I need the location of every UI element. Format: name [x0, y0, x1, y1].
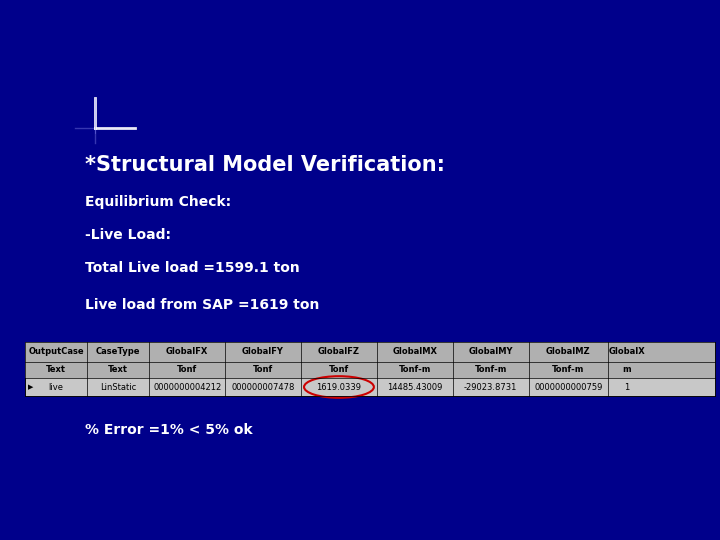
Text: 0000000004212: 0000000004212 [153, 382, 221, 392]
Text: *Structural Model Verification:: *Structural Model Verification: [85, 155, 445, 175]
Text: Tonf: Tonf [329, 366, 349, 375]
Text: -Live Load:: -Live Load: [85, 228, 171, 242]
Text: Live load from SAP =1619 ton: Live load from SAP =1619 ton [85, 298, 320, 312]
Text: ▶: ▶ [28, 384, 34, 390]
Text: Tonf-m: Tonf-m [399, 366, 431, 375]
Text: GlobalFY: GlobalFY [242, 348, 284, 356]
Text: 000000007478: 000000007478 [231, 382, 294, 392]
Text: Text: Text [108, 366, 128, 375]
Text: % Error =1% < 5% ok: % Error =1% < 5% ok [85, 423, 253, 437]
Text: GlobalFX: GlobalFX [166, 348, 208, 356]
Text: OutputCase: OutputCase [28, 348, 84, 356]
Text: GlobalMX: GlobalMX [392, 348, 437, 356]
Text: Text: Text [46, 366, 66, 375]
Text: Tonf: Tonf [177, 366, 197, 375]
Bar [25, 342, 715, 396]
Text: Total Live load =1599.1 ton: Total Live load =1599.1 ton [85, 261, 300, 275]
Text: 0000000000759: 0000000000759 [534, 382, 603, 392]
Text: -29023.8731: -29023.8731 [464, 382, 518, 392]
Bar [25, 342, 715, 378]
Text: 14485.43009: 14485.43009 [387, 382, 443, 392]
Text: m: m [623, 366, 631, 375]
Text: CaseType: CaseType [96, 348, 140, 356]
Text: GlobalX: GlobalX [608, 348, 645, 356]
Text: 1: 1 [624, 382, 630, 392]
Text: Tonf-m: Tonf-m [552, 366, 585, 375]
Text: GlobalFZ: GlobalFZ [318, 348, 360, 356]
Text: Equilibrium Check:: Equilibrium Check: [85, 195, 231, 209]
Text: Tonf-m: Tonf-m [474, 366, 507, 375]
Text: GlobalMZ: GlobalMZ [546, 348, 590, 356]
Text: LinStatic: LinStatic [100, 382, 136, 392]
Text: live: live [48, 382, 63, 392]
Text: 1619.0339: 1619.0339 [317, 382, 361, 392]
Text: GlobalMY: GlobalMY [469, 348, 513, 356]
Text: Tonf: Tonf [253, 366, 273, 375]
